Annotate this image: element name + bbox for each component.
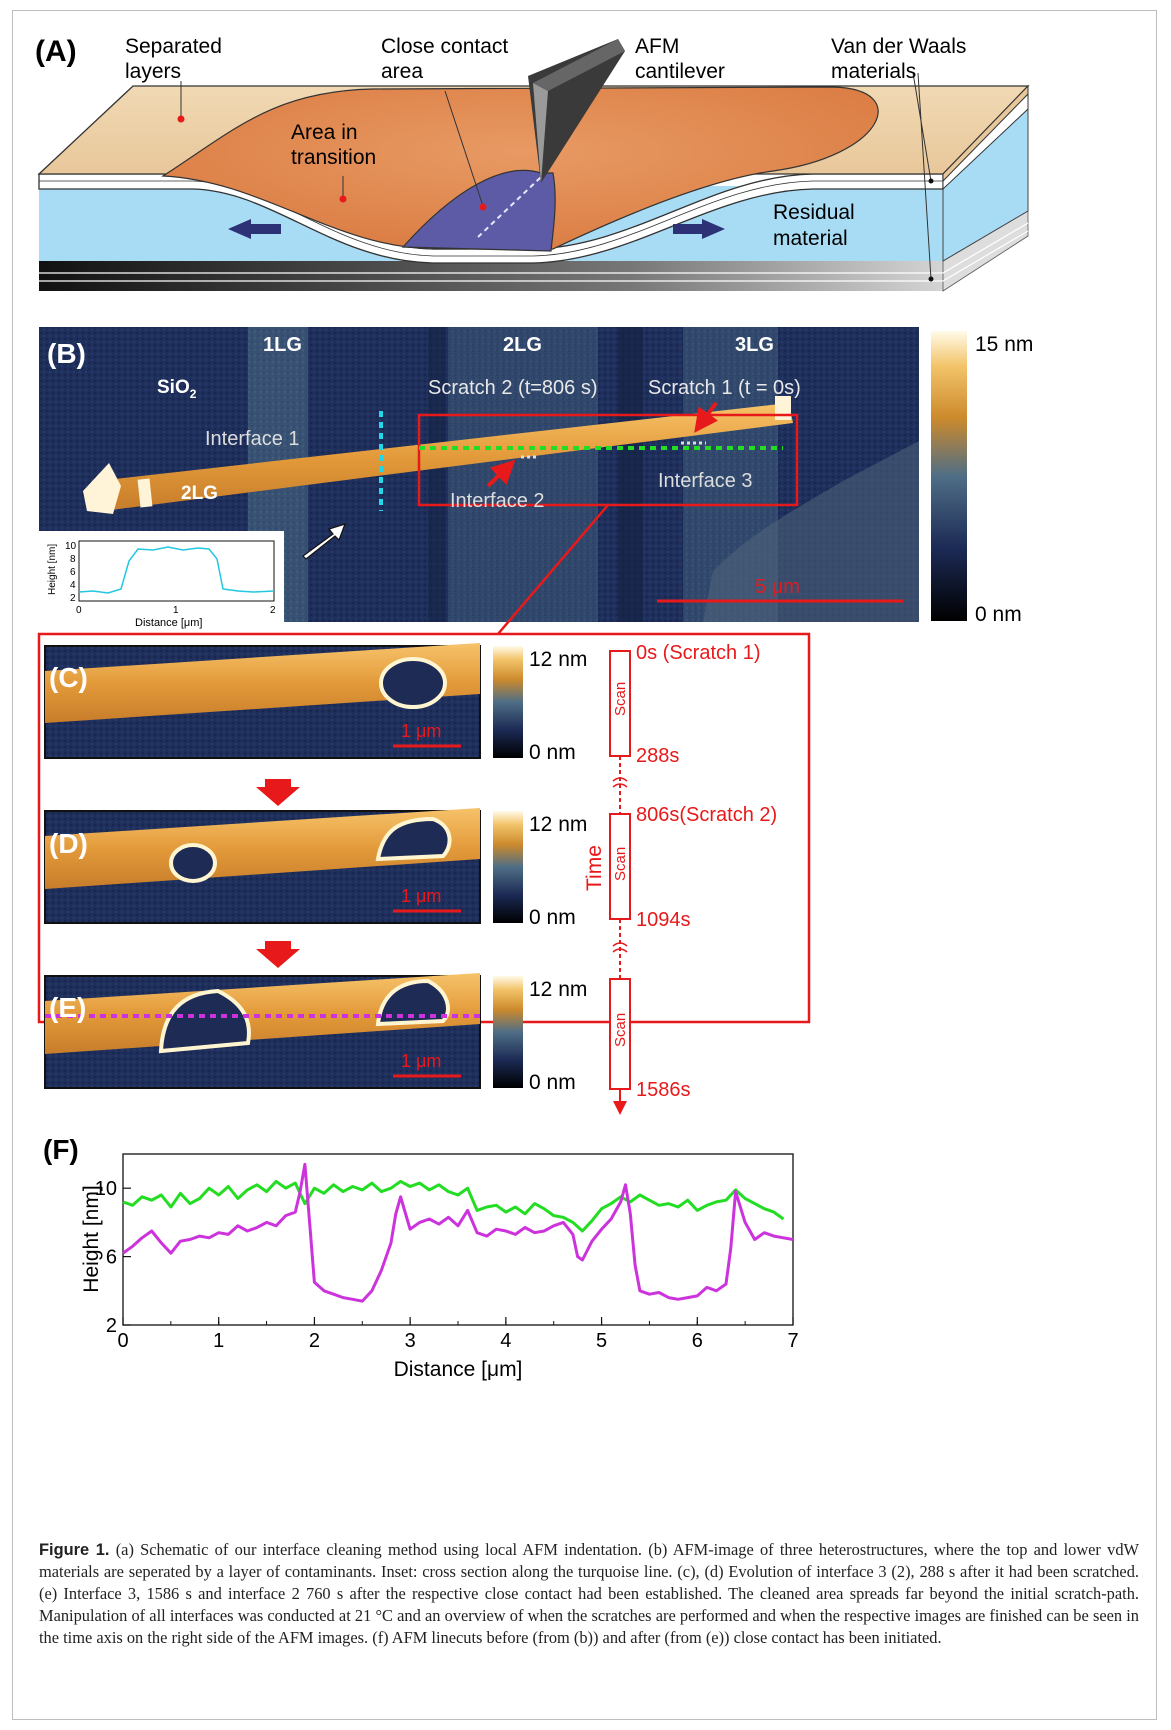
down-arrow-2: [256, 941, 300, 968]
panel-e-label: (E): [49, 992, 86, 1023]
panels-cde: 1 μm (C) 12 nm 0 nm 1 μm (D) 12 nm 0 nm: [37, 632, 811, 1115]
time-mark-0: 0s (Scratch 1): [636, 642, 760, 664]
label-separated-line1: Separated: [125, 35, 222, 58]
close-contact-area: [401, 169, 556, 252]
time-mark-1094: 1094s: [636, 909, 691, 931]
x-tick-label: 7: [787, 1330, 798, 1352]
label-residual-line2: material: [773, 227, 848, 250]
label-close-contact-line1: Close contact: [381, 35, 508, 58]
panel-b-label: (B): [47, 338, 86, 369]
flake-2lg: [97, 403, 793, 511]
scan-label-1: Scan: [612, 682, 629, 716]
figure-frame: (A) Separated layers Close contact area …: [12, 10, 1157, 1720]
inset-xlabel: Distance [μm]: [135, 617, 202, 629]
caption-text: (a) Schematic of our interface cleaning …: [39, 1540, 1139, 1647]
scratch1-label: Scratch 1 (t = 0s): [648, 377, 801, 399]
colorbar-b-min: 0 nm: [975, 603, 1022, 626]
scan-label-3: Scan: [612, 1013, 629, 1047]
label-residual-line1: Residual: [773, 201, 855, 224]
plot-frame: [122, 1153, 794, 1326]
substrate-layer: [39, 211, 1028, 291]
colorbar-c-max: 12 nm: [529, 648, 587, 671]
scalebar-c-label: 1 μm: [401, 721, 441, 741]
inset-ytick-2: 2: [70, 593, 76, 604]
inset-ytick-4: 4: [70, 580, 76, 591]
figure-caption: Figure 1. (a) Schematic of our interface…: [39, 1539, 1139, 1649]
figure-svg: (A) Separated layers Close contact area …: [35, 35, 1033, 1381]
x-tick-label: 2: [309, 1330, 320, 1352]
label-afm-line2: cantilever: [635, 60, 725, 83]
region-1lg-label: 1LG: [263, 334, 302, 356]
region-3lg-label: 3LG: [735, 334, 774, 356]
y-axis-label: Height [nm]: [80, 1185, 103, 1292]
inset-xtick-0: 0: [76, 605, 82, 616]
arrow-right: [673, 219, 725, 239]
inset-xtick-1: 1: [173, 605, 179, 616]
x-tick-label: 5: [596, 1330, 607, 1352]
x-tick-label: 6: [692, 1330, 703, 1352]
colorbar-b-max: 15 nm: [975, 333, 1033, 356]
inset-cross-section: Height [nm] 10 8 6 4 2 0 1 2 Distance [μ…: [39, 531, 284, 631]
panel-f-chart: (F) Height [nm] Distance [μm] 0 1 2 3 4 5 6 7 2 6…: [43, 1134, 799, 1381]
down-arrow-1: [256, 779, 300, 806]
colorbar-d-max: 12 nm: [529, 813, 587, 836]
x-tick-label: 0: [117, 1330, 128, 1352]
interface2-label: Interface 2: [450, 490, 545, 512]
panel-d: 1 μm (D) 12 nm 0 nm: [44, 808, 587, 929]
y-tick-label: 6: [106, 1247, 117, 1269]
time-axis: Scan Scan Scan Time 0s (Scratch 1) 288s …: [583, 642, 777, 1115]
colorbar-e-max: 12 nm: [529, 978, 587, 1001]
interface3-label: Interface 3: [658, 470, 753, 492]
scratch2-label: Scratch 2 (t=806 s): [428, 377, 598, 399]
inset-ytick-10: 10: [65, 541, 77, 552]
time-mark-288: 288s: [636, 745, 679, 767]
panel-b: 5 μm (B) 1LG 2LG 3LG SiO2 Scratch 2 (t=8…: [39, 327, 1033, 635]
series-line-before: [122, 1179, 785, 1233]
label-separated-line2: layers: [125, 60, 181, 83]
panel-a: (A) Separated layers Close contact area …: [35, 35, 1030, 292]
label-close-contact-line2: area: [381, 60, 423, 83]
panel-c: 1 μm (C) 12 nm 0 nm: [44, 643, 587, 764]
colorbar-b: [931, 331, 967, 621]
inset-ytick-6: 6: [70, 567, 76, 578]
panel-d-label: (D): [49, 828, 88, 859]
sio2-label: SiO2: [157, 377, 197, 401]
white-arrow: [302, 523, 346, 560]
time-mark-806: 806s(Scratch 2): [636, 804, 777, 826]
colorbar-c-min: 0 nm: [529, 741, 576, 764]
interface1-label: Interface 1: [205, 428, 300, 450]
region-2lg-label: 2LG: [503, 334, 542, 356]
arrow-left: [228, 219, 281, 239]
flake-2lg-label: 2LG: [181, 483, 218, 504]
label-afm-line1: AFM: [635, 35, 679, 58]
panel-e: 1 μm (E) 12 nm 0 nm: [44, 973, 587, 1094]
panel-a-label: (A): [35, 35, 77, 68]
y-tick-label: 10: [95, 1178, 117, 1200]
scalebar-b-label: 5 μm: [755, 576, 800, 598]
area-in-transition: [161, 86, 879, 250]
scalebar-e-label: 1 μm: [401, 1051, 441, 1071]
scan-label-2: Scan: [612, 847, 629, 881]
x-tick-label: 3: [405, 1330, 416, 1352]
time-mark-1586: 1586s: [636, 1079, 691, 1101]
panel-c-label: (C): [49, 662, 88, 693]
panel-f-label: (F): [43, 1134, 79, 1165]
x-tick-label: 4: [500, 1330, 511, 1352]
label-vdw-line2: materials: [831, 60, 916, 83]
x-tick-label: 1: [213, 1330, 224, 1352]
time-label: Time: [583, 845, 606, 891]
colorbar-e-min: 0 nm: [529, 1071, 576, 1094]
caption-figure-label: Figure 1.: [39, 1541, 110, 1559]
y-tick-label: 2: [106, 1315, 117, 1337]
scalebar-d-label: 1 μm: [401, 886, 441, 906]
inset-ytick-8: 8: [70, 554, 76, 565]
label-transition-line2: transition: [291, 146, 376, 169]
inset-ylabel: Height [nm]: [47, 544, 58, 595]
inset-xtick-2: 2: [270, 605, 276, 616]
label-transition-line1: Area in: [291, 121, 358, 144]
series-line-after: [122, 1162, 794, 1303]
x-axis-label: Distance [μm]: [394, 1358, 523, 1381]
label-vdw-line1: Van der Waals: [831, 35, 966, 58]
colorbar-d-min: 0 nm: [529, 906, 576, 929]
